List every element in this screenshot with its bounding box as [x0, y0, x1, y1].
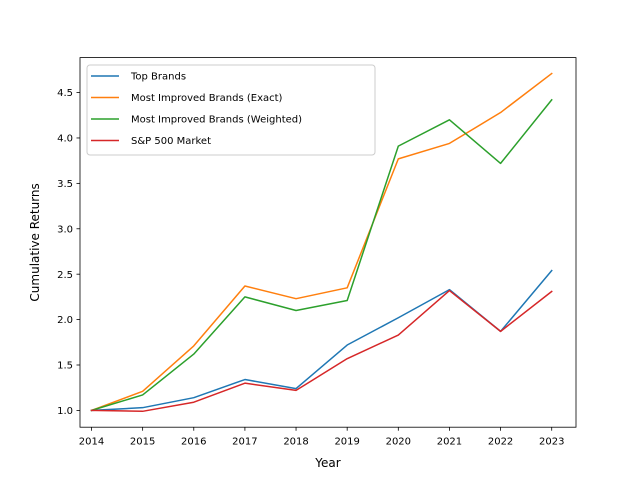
x-tick-label: 2020 — [386, 437, 411, 448]
x-axis-ticks: 2014 2015 2016 2017 2018 2019 2020 2021 2022 2023 — [79, 427, 564, 448]
x-tick-label: 2021 — [437, 437, 462, 448]
y-tick-label: 1.0 — [57, 406, 73, 417]
x-tick-label: 2016 — [181, 437, 206, 448]
y-tick-label: 2.5 — [57, 270, 73, 281]
series-line-3 — [90, 98, 553, 412]
legend-label: Most Improved Brands (Exact) — [131, 93, 283, 104]
y-tick-label: 4.0 — [57, 134, 73, 145]
legend-box — [86, 64, 376, 156]
series-layer — [90, 72, 553, 413]
y-tick-label: 3.0 — [57, 224, 73, 235]
x-tick-label: 2015 — [130, 437, 155, 448]
legend: Top Brands Most Improved Brands (Exact) Mo… — [86, 64, 376, 156]
x-tick-label: 2018 — [283, 437, 308, 448]
x-tick-label: 2017 — [232, 437, 257, 448]
y-tick-label: 3.5 — [57, 179, 73, 190]
y-tick-label: 4.5 — [57, 88, 73, 99]
x-tick-label: 2019 — [334, 437, 359, 448]
x-tick-label: 2023 — [539, 437, 564, 448]
x-axis-label: Year — [314, 456, 340, 470]
x-tick-label: 2022 — [488, 437, 513, 448]
legend-label: Most Improved Brands (Weighted) — [131, 115, 302, 126]
series-line-2 — [90, 72, 553, 412]
plot-area-frame — [79, 57, 577, 428]
x-tick-label: 2014 — [79, 437, 104, 448]
series-line-1 — [90, 269, 553, 412]
y-axis-label: Cumulative Returns — [28, 183, 42, 301]
legend-label: S&P 500 Market — [131, 136, 211, 147]
legend-label: Top Brands — [130, 72, 186, 83]
series-line-4 — [90, 289, 553, 413]
y-tick-label: 2.0 — [57, 315, 73, 326]
y-axis-ticks: 1.0 1.5 2.0 2.5 3.0 3.5 4.0 4.5 — [57, 88, 80, 417]
y-tick-label: 1.5 — [57, 361, 73, 372]
